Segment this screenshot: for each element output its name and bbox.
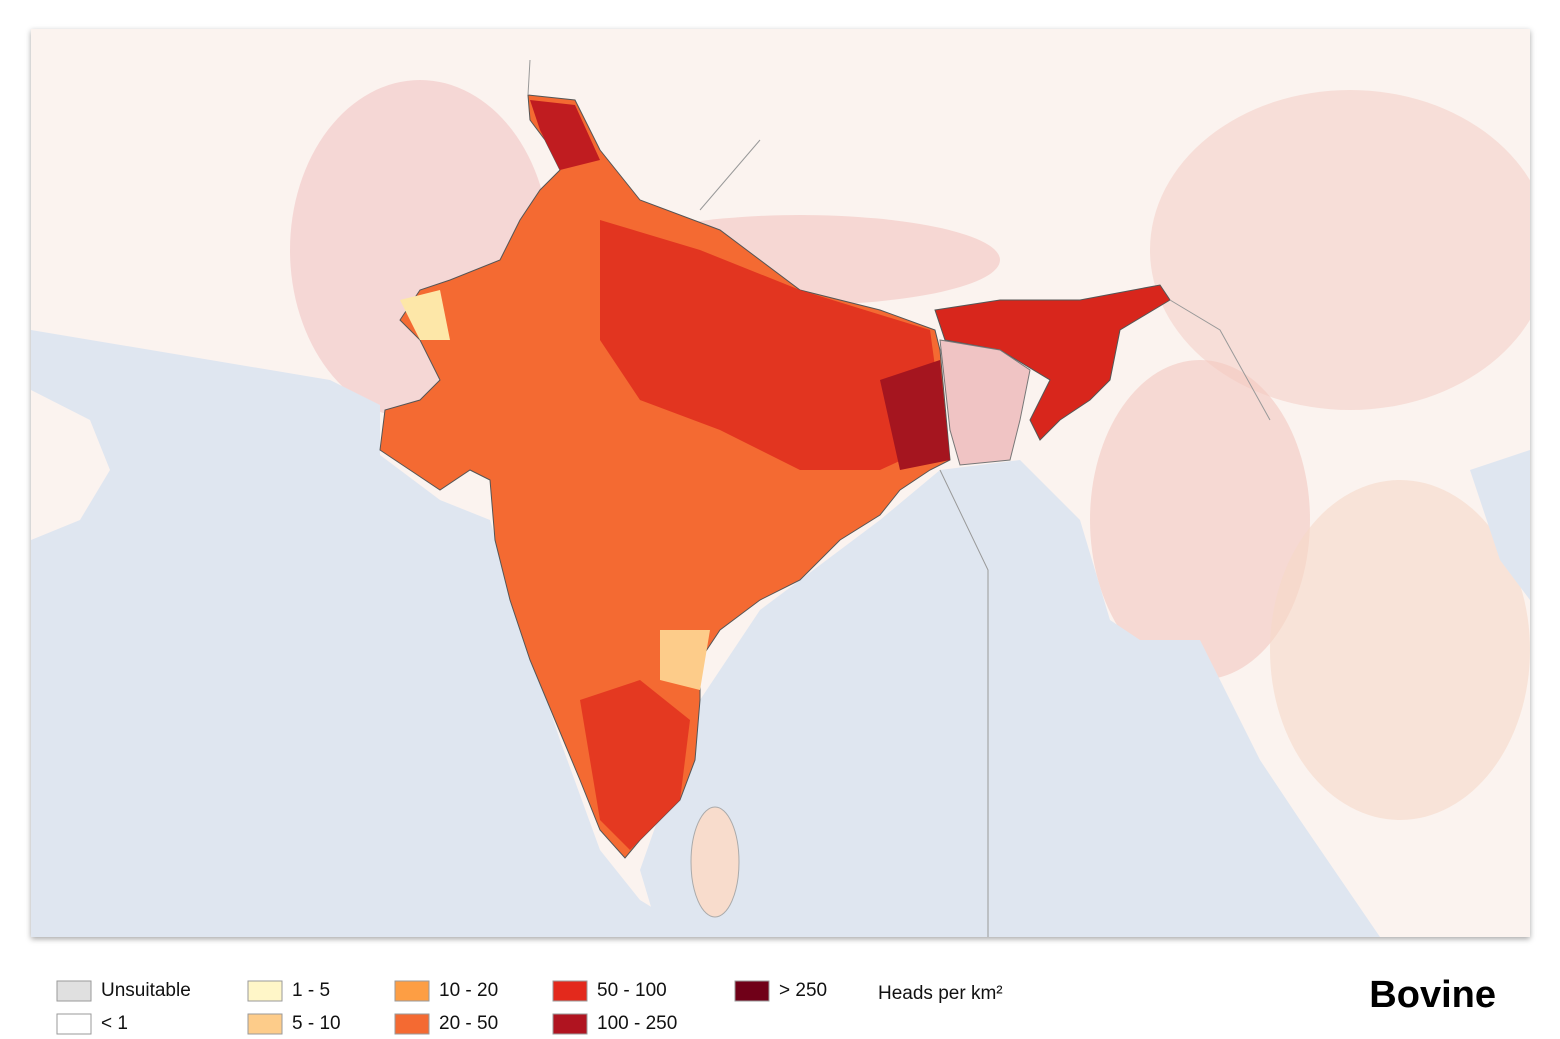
legend-swatch <box>734 980 770 1002</box>
legend-swatch <box>56 980 92 1002</box>
thar <box>400 290 450 340</box>
bangladesh <box>939 339 1031 466</box>
map-title: Bovine <box>1369 974 1496 1016</box>
rayalaseema <box>660 630 710 690</box>
south-china-sea <box>1470 450 1530 600</box>
legend-swatch <box>394 1013 430 1035</box>
legend-label: > 250 <box>779 980 827 1001</box>
legend-label: 50 - 100 <box>597 980 667 1001</box>
legend-label: Unsuitable <box>101 980 191 1001</box>
legend-label: 1 - 5 <box>292 980 330 1001</box>
legend-label: 20 - 50 <box>439 1013 498 1034</box>
legend-unit: Heads per km² <box>878 983 1003 1004</box>
legend-label: 100 - 250 <box>597 1013 677 1034</box>
legend-swatch <box>552 1013 588 1035</box>
tamil-nadu <box>580 680 690 850</box>
myanmar-region <box>1090 360 1310 680</box>
kashmir <box>530 100 600 170</box>
map <box>31 59 1530 937</box>
sri-lanka <box>690 806 740 918</box>
border-lines <box>527 59 1271 937</box>
indochina-region <box>1270 480 1530 820</box>
legend-label: 5 - 10 <box>292 1013 341 1034</box>
india <box>379 94 951 859</box>
ganges-plain <box>600 220 945 470</box>
legend-swatch <box>552 980 588 1002</box>
legend-swatch <box>394 980 430 1002</box>
china-region <box>1150 90 1530 410</box>
arabia-land <box>31 390 110 540</box>
legend-label: < 1 <box>101 1013 128 1034</box>
west-bengal <box>880 360 950 470</box>
bay-of-bengal <box>640 460 1380 937</box>
legend-swatch <box>56 1013 92 1035</box>
northeast-india <box>934 284 1171 441</box>
legend-swatch <box>247 1013 283 1035</box>
legend-label: 10 - 20 <box>439 980 498 1001</box>
legend-swatch <box>247 980 283 1002</box>
arabian-sea <box>31 330 700 937</box>
legend: Unsuitable < 1 1 - 5 5 - 10 10 - 20 20 - 50 50… <box>56 980 827 1035</box>
